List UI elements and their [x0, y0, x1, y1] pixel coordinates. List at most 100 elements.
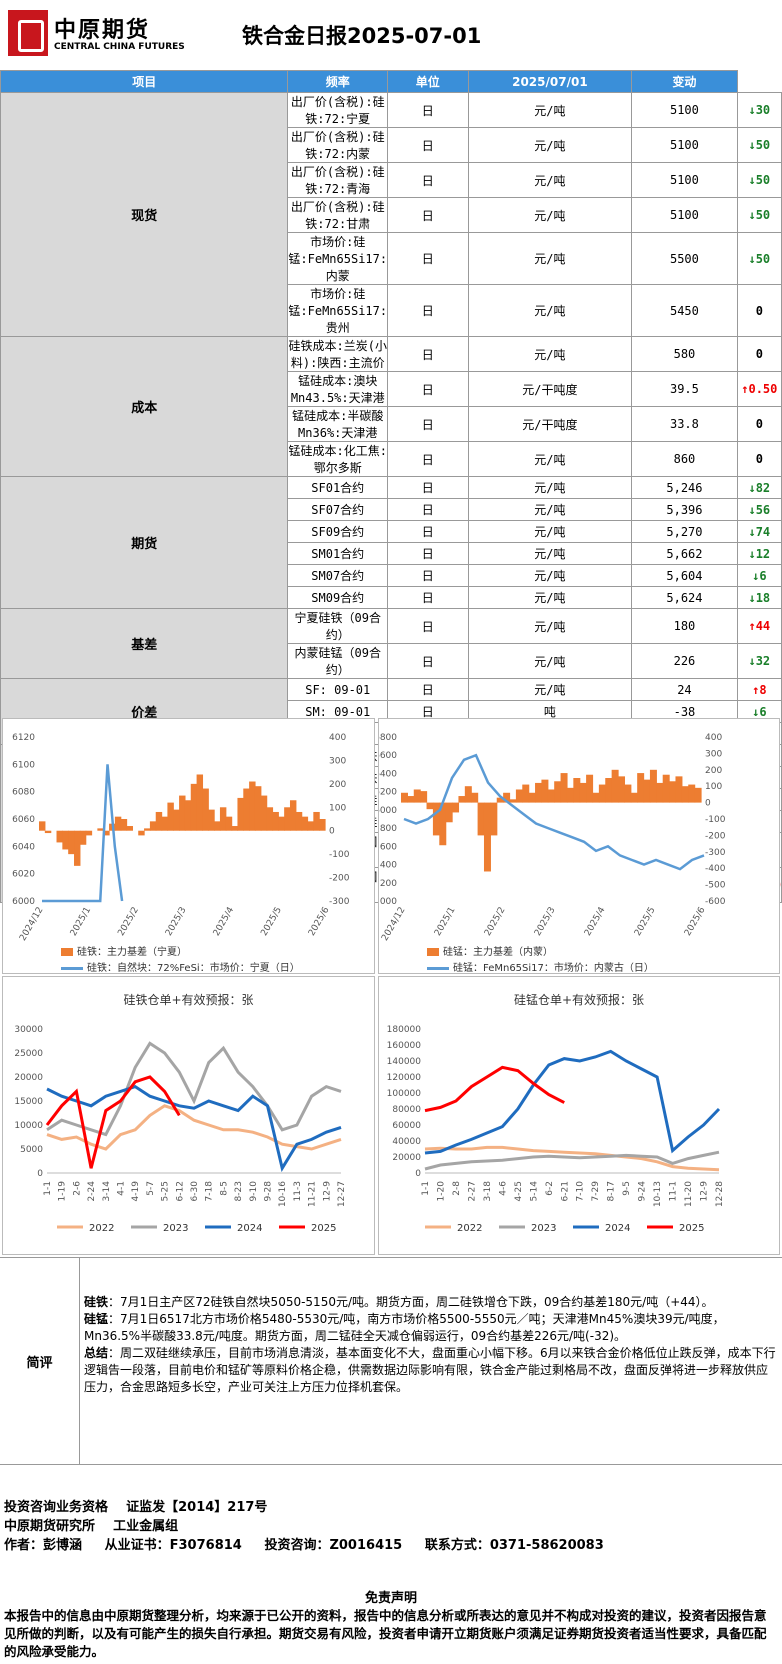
chart-sf-basis: 6000 6020 6040 6060 6080 6100 6120 -300 -200 -100… [2, 718, 375, 974]
basis-area-bar [219, 807, 227, 831]
x-axis-tick-label: 11-21 [308, 1181, 318, 1207]
comment-p3-head: 总结 [84, 1346, 109, 1360]
x-axis-tick-label: 11-20 [684, 1181, 694, 1207]
x-axis-tick-label: 2025/5 [633, 906, 657, 938]
y-axis-tick-label: 10000 [14, 1121, 43, 1131]
basis-area-bar [656, 782, 664, 803]
basis-area-bar [541, 779, 549, 803]
x-axis-tick-label: 2025/5 [259, 906, 283, 938]
x-axis-tick-label: 11-1 [669, 1181, 679, 1201]
x-axis-tick-label: 8-23 [234, 1181, 244, 1201]
x-axis-tick-label: 5-25 [161, 1181, 171, 1201]
basis-area-bar [62, 830, 69, 850]
disclaimer-title: 免责声明 [364, 1591, 417, 1606]
x-axis-tick-label: 1-19 [58, 1181, 68, 1202]
footer-line2: 中原期货研究所 工业金属组 [4, 1519, 179, 1534]
change-value: 50 [755, 208, 771, 222]
basis-area-bar [483, 802, 491, 872]
comment-p2: 硅锰：7月1日6517北方市场价格5480-5530元/吨，南方市场价格5500… [84, 1311, 776, 1345]
basis-area-bar [439, 802, 447, 846]
basis-area-bar [643, 779, 651, 803]
freq-cell: 日 [387, 520, 469, 543]
chart-sf-warrants-svg: 0 5000 10000 15000 20000 25000 30000 1-1 1-19 2-6… [14, 1025, 347, 1234]
x-axis-tick-label: 7-29 [591, 1181, 601, 1202]
item-cell: SF01合约 [287, 476, 389, 499]
report-title: 铁合金日报2025-07-01 [242, 24, 482, 48]
basis-area-bar [490, 802, 498, 836]
y-axis-tick-label: 25000 [14, 1049, 43, 1059]
change-cell: 0 [736, 406, 782, 442]
x-axis-tick-label: 12-27 [337, 1181, 347, 1207]
basis-area-bar [522, 784, 530, 803]
unit-cell: 元/吨 [467, 608, 633, 644]
x-axis-tick-label: 2025/4 [212, 905, 237, 938]
category-cell: 基差 [0, 608, 289, 679]
unit-cell: 元/吨 [467, 197, 633, 233]
item-cell: 锰硅成本:化工焦:鄂尔多斯 [287, 441, 389, 477]
x-axis-tick-label: 4-1 [117, 1181, 127, 1196]
basis-area-bar [509, 799, 517, 803]
comment-label: 简评 [0, 1258, 80, 1464]
basis-area-bar [167, 802, 174, 831]
series-line [424, 1049, 721, 1155]
right-axis-tick-label: -100 [329, 850, 350, 860]
arrow-down-icon: ↓ [748, 251, 756, 266]
value-cell: 33.8 [631, 406, 738, 442]
value-cell: 5,604 [631, 564, 738, 587]
right-axis-tick-label: -200 [705, 831, 726, 841]
unit-cell: 元/吨 [467, 564, 633, 587]
legend-label: 2022 [89, 1223, 114, 1234]
basis-area-bar [278, 816, 285, 831]
chart-sf-basis-svg: 6000 6020 6040 6060 6080 6100 6120 -300 -200 -100… [12, 733, 350, 943]
legend-sf-price: 硅铁：自然块：72%FeSi：市场价：宁夏（日） [61, 959, 300, 974]
change-cell: ↓50 [736, 127, 782, 163]
x-axis-tick-label: 4-25 [514, 1181, 524, 1201]
y-axis-tick-label: 160000 [387, 1041, 422, 1051]
value-cell: 860 [631, 441, 738, 477]
item-cell: 硅铁成本:兰炭(小料):陕西:主流价 [287, 336, 389, 372]
legend-label: 2024 [237, 1223, 262, 1234]
chart-sm-warrants: 硅锰仓单+有效预报：张 0 20000 40000 60000 80000 100000 1… [378, 976, 780, 1255]
item-cell: SM01合约 [287, 542, 389, 565]
change-cell: ↓56 [736, 498, 782, 521]
col-header-freq: 频率 [287, 70, 389, 93]
value-cell: 5,246 [631, 476, 738, 499]
legend-swatch [61, 966, 83, 970]
change-value: 56 [755, 502, 771, 517]
item-cell: SM09合约 [287, 586, 389, 609]
left-axis-tick-label: 6080 [12, 788, 35, 798]
right-axis-tick-label: 100 [705, 782, 722, 792]
legend-swatch [61, 948, 73, 956]
x-axis-tick-label: 9-28 [264, 1181, 274, 1202]
col-header-date: 2025/07/01 [467, 70, 633, 93]
logo-cn-text: 中原期货 [54, 18, 151, 43]
right-axis-tick-label: 300 [705, 749, 722, 759]
x-axis-tick-label: 6-12 [175, 1181, 185, 1201]
freq-cell: 日 [387, 371, 469, 407]
comment-text: 硅铁：7月1日主产区72硅铁自然块5050-5150元/吨。期货方面，周二硅铁增… [84, 1294, 776, 1396]
basis-area-bar [528, 792, 536, 803]
basis-area-bar [688, 784, 696, 803]
change-cell: ↓50 [736, 232, 782, 285]
item-cell: SM07合约 [287, 564, 389, 587]
table-header-row: 项目 频率 单位 2025/07/01 变动 [0, 70, 782, 93]
basis-area-bar [202, 788, 209, 831]
change-cell: ↓50 [736, 162, 782, 198]
basis-area-bar [681, 786, 689, 803]
item-cell: 出厂价(含税):硅铁:72:甘肃 [287, 197, 389, 233]
right-axis-tick-label: 100 [329, 803, 346, 813]
change-value: 30 [755, 103, 771, 117]
left-axis-tick-label: 5400 [379, 861, 397, 871]
x-axis-tick-label: 4-19 [131, 1181, 141, 1202]
legend-swatch [427, 966, 449, 970]
change-cell: 0 [736, 336, 782, 372]
y-axis-tick-label: 20000 [14, 1073, 43, 1083]
basis-area-bar [496, 797, 504, 803]
freq-cell: 日 [387, 476, 469, 499]
value-cell: 5100 [631, 127, 738, 163]
y-axis-tick-label: 0 [37, 1169, 43, 1179]
chart-title: 硅锰仓单+有效预报：张 [513, 993, 645, 1007]
col-header-item: 项目 [0, 70, 289, 93]
table-row: 期货 SF01合约日元/吨 5,246 ↓82 [0, 476, 782, 609]
basis-area-bar [284, 807, 291, 831]
